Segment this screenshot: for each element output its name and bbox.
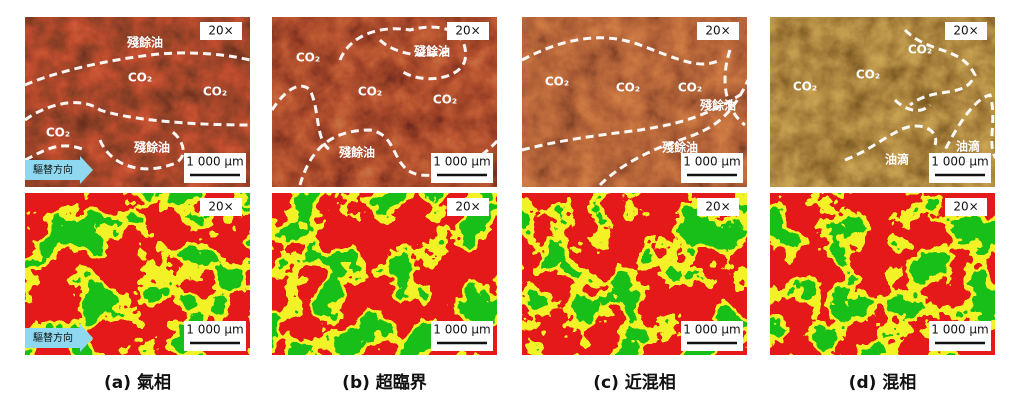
region-label: CO₂ [433, 93, 457, 107]
boundary-dash [24, 101, 251, 127]
panel: 殘餘油 CO₂ CO₂ CO₂ 殘餘油 20× 1 000 μm 驅替方向 20× 1 000 μ… [24, 17, 251, 393]
region-label: 殘餘油 [134, 140, 170, 155]
boundary-dash [903, 28, 977, 107]
direction-label: 驅替方向 [33, 163, 73, 176]
panel-caption: (b) 超臨界 [342, 372, 427, 393]
direction-label: 驅替方向 [33, 331, 73, 344]
panel-caption: (c) 近混相 [593, 372, 676, 393]
scale-bar-label: 1 000 μm [186, 155, 244, 169]
magnification-box [697, 22, 739, 40]
region-label: 殘餘油 [662, 140, 698, 155]
magnification: 20× [455, 24, 480, 38]
magnification: 20× [208, 200, 233, 214]
magnification-box [945, 198, 987, 216]
region-label: CO₂ [128, 71, 152, 85]
region-label: 殘餘油 [700, 98, 736, 113]
magnification-box [697, 198, 739, 216]
direction-arrow [25, 324, 93, 352]
region-label: 殘餘油 [127, 35, 163, 50]
region-label: CO₂ [545, 75, 569, 89]
boundary-dash [378, 38, 451, 57]
magnification-box [945, 22, 987, 40]
magnification: 20× [705, 200, 730, 214]
region-label: CO₂ [793, 80, 817, 94]
magnification-box [200, 198, 242, 216]
magnification: 20× [953, 24, 978, 38]
scale-box [184, 153, 246, 183]
region-label: 殘餘油 [339, 145, 375, 160]
boundary-dash [270, 84, 331, 152]
scale-bar-label: 1 000 μm [683, 323, 741, 337]
scale-box [431, 321, 493, 351]
scale-bar-label: 1 000 μm [931, 323, 989, 337]
boundary-dash [938, 93, 1000, 162]
magnification: 20× [705, 24, 730, 38]
boundary-dash [598, 79, 750, 187]
magnification: 20× [208, 24, 233, 38]
panel: CO₂ 殘餘油 CO₂ CO₂ 殘餘油 20× 1 000 μm 20× 1 000 μm (b)… [270, 17, 500, 393]
scale-box [184, 321, 246, 351]
boundary-dash [98, 128, 185, 171]
region-label: CO₂ [203, 85, 227, 99]
direction-arrow [25, 156, 93, 184]
boundary-dash [723, 49, 746, 127]
region-label: CO₂ [616, 81, 640, 95]
boundary-dash [521, 36, 721, 66]
region-label: CO₂ [856, 68, 880, 82]
panel-caption: (a) 氣相 [104, 372, 171, 393]
scale-box [681, 321, 743, 351]
boundary-dash [24, 144, 86, 162]
scale-bar-label: 1 000 μm [433, 323, 491, 337]
region-label: 油滴 [885, 152, 909, 167]
region-label: 殘餘油 [414, 44, 450, 59]
magnification: 20× [455, 200, 480, 214]
region-label: CO₂ [46, 126, 70, 140]
magnification-box [200, 22, 242, 40]
magnification: 20× [953, 200, 978, 214]
scale-box [929, 153, 991, 183]
scale-bar-label: 1 000 μm [683, 155, 741, 169]
panel-caption: (d) 混相 [849, 372, 917, 393]
region-label: CO₂ [358, 85, 382, 99]
scale-bar-label: 1 000 μm [931, 155, 989, 169]
boundary-dash [893, 98, 932, 112]
scale-box [929, 321, 991, 351]
region-label: 油滴 [956, 139, 980, 154]
magnification-box [447, 198, 489, 216]
boundary-dash [521, 93, 741, 152]
scale-bar-label: 1 000 μm [433, 155, 491, 169]
scale-bar-label: 1 000 μm [186, 323, 244, 337]
region-label: CO₂ [908, 43, 932, 57]
region-label: CO₂ [678, 81, 702, 95]
magnification-box [447, 22, 489, 40]
region-label: CO₂ [296, 51, 320, 65]
scale-box [681, 153, 743, 183]
scale-box [431, 153, 493, 183]
boundary-dash [844, 124, 938, 162]
